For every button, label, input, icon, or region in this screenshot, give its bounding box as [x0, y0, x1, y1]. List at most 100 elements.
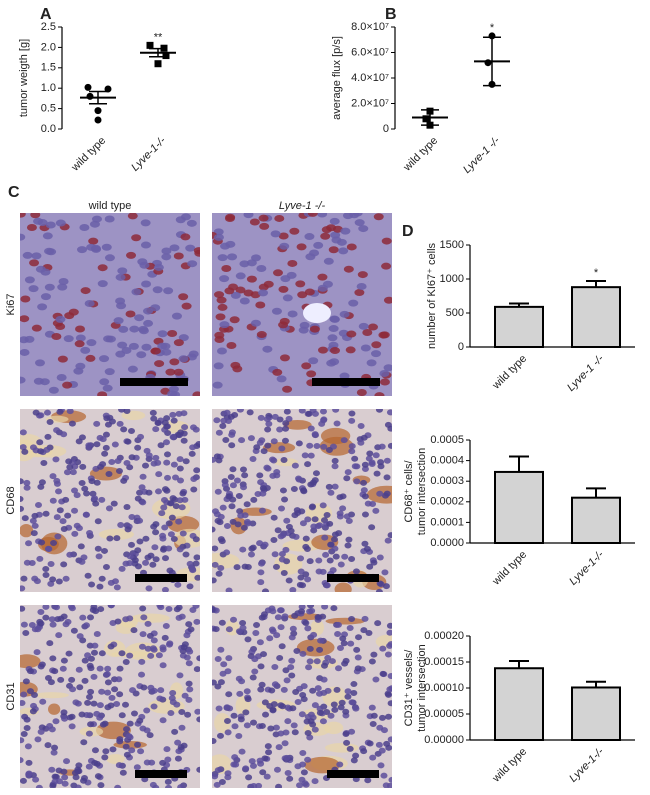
nucleus	[31, 512, 39, 519]
nucleus	[298, 608, 306, 615]
nucleus	[138, 658, 146, 665]
nucleus	[299, 691, 307, 698]
nucleus	[339, 372, 350, 380]
nucleus	[55, 578, 63, 585]
nucleus	[320, 662, 328, 669]
nucleus	[313, 241, 324, 249]
nucleus	[380, 727, 388, 734]
nucleus	[226, 342, 237, 350]
bar	[494, 305, 544, 349]
nucleus	[348, 556, 356, 563]
scale-bar	[312, 378, 380, 386]
nucleus	[249, 762, 257, 769]
nucleus	[178, 355, 189, 363]
stain	[212, 552, 240, 569]
nucleus	[92, 500, 100, 507]
nucleus	[20, 700, 26, 707]
micrograph-content	[212, 409, 392, 592]
nucleus	[114, 784, 122, 788]
nucleus	[340, 227, 351, 235]
nucleus	[189, 606, 197, 613]
nucleus	[149, 645, 157, 652]
nucleus	[20, 505, 24, 512]
nucleus	[143, 319, 154, 327]
nucleus	[361, 465, 369, 472]
nucleus	[93, 631, 101, 638]
nucleus	[294, 763, 302, 770]
nucleus	[195, 441, 200, 448]
nucleus	[348, 615, 356, 622]
nucleus	[172, 474, 180, 481]
nucleus	[277, 730, 285, 737]
nucleus	[49, 655, 57, 662]
nucleus	[30, 213, 41, 219]
nucleus	[229, 482, 237, 489]
nucleus	[330, 536, 338, 543]
nucleus	[285, 523, 293, 530]
nucleus	[156, 695, 164, 702]
nucleus	[216, 296, 227, 304]
nucleus	[102, 384, 113, 392]
nucleus	[178, 293, 189, 301]
nucleus	[220, 661, 228, 668]
nucleus	[164, 778, 172, 785]
nucleus	[284, 718, 292, 725]
nucleus	[149, 561, 157, 568]
nucleus	[219, 504, 227, 511]
nucleus	[111, 441, 119, 448]
nucleus	[304, 461, 312, 468]
nucleus	[117, 341, 128, 349]
nucleus	[214, 683, 222, 690]
nucleus	[115, 468, 123, 475]
nucleus	[163, 415, 171, 422]
nucleus	[20, 605, 26, 612]
nucleus	[319, 568, 327, 575]
nucleus	[311, 702, 319, 709]
nucleus	[238, 748, 246, 755]
nucleus	[248, 758, 256, 765]
nucleus	[116, 736, 124, 743]
nucleus	[98, 688, 106, 695]
nucleus	[42, 510, 50, 517]
nucleus	[115, 297, 126, 305]
nucleus	[363, 545, 371, 552]
nucleus	[168, 514, 176, 521]
nucleus	[162, 555, 170, 562]
nucleus	[258, 214, 269, 222]
nucleus	[37, 483, 45, 490]
nucleus	[356, 389, 367, 396]
nucleus	[152, 286, 163, 294]
nucleus	[277, 505, 285, 512]
nucleus	[258, 722, 266, 729]
nucleus	[36, 555, 44, 562]
nucleus	[318, 346, 329, 354]
nucleus	[256, 265, 267, 273]
nucleus	[265, 420, 273, 427]
nucleus	[357, 439, 365, 446]
nucleus	[169, 433, 177, 440]
micrograph	[20, 409, 200, 592]
nucleus	[259, 769, 267, 776]
nucleus	[24, 743, 32, 750]
nucleus	[378, 443, 386, 450]
nucleus	[66, 551, 74, 558]
nucleus	[338, 699, 346, 706]
nucleus	[159, 535, 167, 542]
nucleus	[106, 535, 114, 542]
y-tick-label: 2.5	[41, 21, 56, 33]
nucleus	[223, 549, 231, 556]
nucleus	[143, 707, 151, 714]
nucleus	[21, 515, 29, 522]
nucleus	[321, 605, 329, 610]
nucleus	[251, 656, 259, 663]
nucleus	[239, 624, 247, 631]
nucleus	[256, 472, 264, 479]
nucleus	[282, 420, 290, 427]
nucleus	[331, 531, 339, 538]
nucleus	[137, 433, 145, 440]
nucleus	[182, 551, 190, 558]
nucleus	[323, 511, 331, 518]
nucleus	[277, 624, 285, 631]
nucleus	[165, 545, 173, 552]
nucleus	[74, 459, 82, 466]
